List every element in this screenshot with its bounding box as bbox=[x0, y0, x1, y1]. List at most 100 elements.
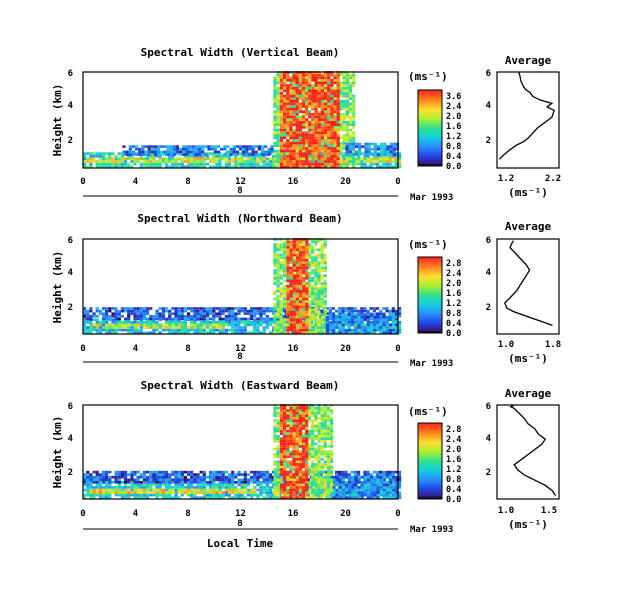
heatmap-cell bbox=[133, 307, 137, 310]
heatmap-cell bbox=[205, 157, 210, 161]
heatmap-cell bbox=[279, 92, 284, 95]
profile-curve-group bbox=[498, 71, 556, 160]
heatmap-cell bbox=[234, 157, 238, 161]
heatmap-cell bbox=[342, 144, 346, 148]
heatmap-cell bbox=[388, 318, 392, 321]
heatmap-cell bbox=[98, 152, 102, 155]
heatmap-cell bbox=[152, 491, 156, 494]
heatmap-cell bbox=[302, 326, 306, 329]
heatmap-cell bbox=[347, 315, 352, 319]
heatmap-cell bbox=[136, 331, 140, 334]
heatmap-cell bbox=[345, 150, 349, 154]
heatmap-cell bbox=[295, 84, 299, 87]
heatmap-cell bbox=[320, 73, 324, 77]
heatmap-cell bbox=[121, 323, 125, 327]
heatmap-cell bbox=[262, 312, 266, 315]
heatmap-cell bbox=[213, 147, 217, 151]
heatmap-cell bbox=[339, 149, 343, 153]
heatmap-cell bbox=[286, 97, 290, 100]
heatmap-cell bbox=[317, 118, 321, 121]
heatmap-cell bbox=[149, 307, 153, 310]
heatmap-cell bbox=[218, 312, 222, 315]
heatmap-cell bbox=[155, 154, 159, 158]
heatmap-cell bbox=[172, 145, 176, 148]
heatmap-cell bbox=[199, 309, 203, 313]
heatmap-cell bbox=[351, 147, 355, 151]
heatmap-cell bbox=[352, 139, 356, 142]
heatmap-cell bbox=[131, 150, 135, 154]
heatmap-cell bbox=[276, 107, 280, 111]
heatmap-cell bbox=[314, 248, 318, 252]
heatmap-cell bbox=[144, 150, 148, 154]
heatmap-cell bbox=[289, 261, 293, 264]
heatmap-cell bbox=[133, 317, 137, 321]
heatmap-cell bbox=[336, 157, 340, 161]
heatmap-cell bbox=[308, 165, 312, 168]
heatmap-cell bbox=[253, 318, 257, 321]
heatmap-cell bbox=[299, 264, 303, 267]
heatmap-cell bbox=[259, 321, 263, 324]
heatmap-cell bbox=[124, 323, 128, 327]
heatmap-cell bbox=[289, 243, 293, 246]
heatmap-cell bbox=[174, 486, 178, 489]
heatmap-cell bbox=[282, 321, 286, 324]
heatmap-cell bbox=[117, 165, 121, 168]
heatmap-cell bbox=[323, 110, 327, 113]
heatmap-cell bbox=[311, 73, 315, 77]
heatmap-cell bbox=[333, 157, 337, 161]
heatmap-cell bbox=[282, 287, 286, 290]
heatmap-cell bbox=[174, 326, 178, 329]
heatmap-cell bbox=[338, 331, 342, 334]
heatmap-cell bbox=[348, 118, 353, 121]
heatmap-cell bbox=[180, 165, 184, 168]
heatmap-cell bbox=[295, 160, 299, 163]
heatmap-cell bbox=[377, 147, 381, 151]
heatmap-cell bbox=[105, 326, 109, 329]
heatmap-cell bbox=[188, 153, 192, 156]
heatmap-cell bbox=[308, 94, 312, 98]
heatmap-cell bbox=[345, 105, 349, 108]
heatmap-cell bbox=[298, 131, 302, 134]
heatmap-cell bbox=[382, 323, 386, 327]
heatmap-cell bbox=[264, 153, 268, 156]
heatmap-cell bbox=[231, 157, 235, 161]
heatmap-cell bbox=[366, 483, 370, 487]
heatmap-cell bbox=[149, 317, 153, 321]
heatmap-cell bbox=[299, 318, 303, 321]
heatmap-cell bbox=[289, 123, 293, 127]
heatmap-cell bbox=[187, 331, 191, 334]
heatmap-cell bbox=[282, 256, 286, 259]
heatmap-cell bbox=[250, 315, 254, 318]
heatmap-cell bbox=[89, 326, 93, 329]
x-tick-label: 0 bbox=[395, 344, 400, 354]
heatmap-cell bbox=[308, 113, 312, 116]
heatmap-cell bbox=[83, 481, 87, 484]
heatmap-cell bbox=[301, 105, 306, 108]
heatmap-cell bbox=[308, 144, 312, 148]
heatmap-cell bbox=[270, 145, 274, 148]
heatmap-cell bbox=[142, 312, 147, 315]
heatmap-cell bbox=[105, 317, 109, 321]
heatmap-cell bbox=[190, 483, 194, 487]
heatmap-cell bbox=[89, 323, 93, 327]
heatmap-cell bbox=[224, 307, 228, 310]
heatmap-cell bbox=[308, 271, 312, 275]
heatmap-cell bbox=[108, 496, 112, 499]
heatmap-cell bbox=[398, 483, 402, 487]
heatmap-cell bbox=[262, 307, 266, 310]
heatmap-cell bbox=[347, 323, 351, 327]
heatmap-cell bbox=[273, 113, 277, 116]
heatmap-cell bbox=[190, 160, 194, 163]
heatmap-cell bbox=[305, 313, 309, 316]
heatmap-cell bbox=[352, 97, 356, 100]
heatmap-cell bbox=[273, 245, 277, 249]
heatmap-cell bbox=[311, 136, 315, 140]
heatmap-cell bbox=[292, 144, 296, 148]
heatmap-cell bbox=[289, 328, 293, 332]
heatmap-cell bbox=[175, 145, 180, 148]
heatmap-cell bbox=[348, 134, 353, 137]
heatmap-cell bbox=[166, 147, 170, 151]
y-tick-label: 4 bbox=[68, 101, 74, 111]
heatmap-cell bbox=[218, 315, 222, 318]
heatmap-cell bbox=[283, 123, 287, 127]
